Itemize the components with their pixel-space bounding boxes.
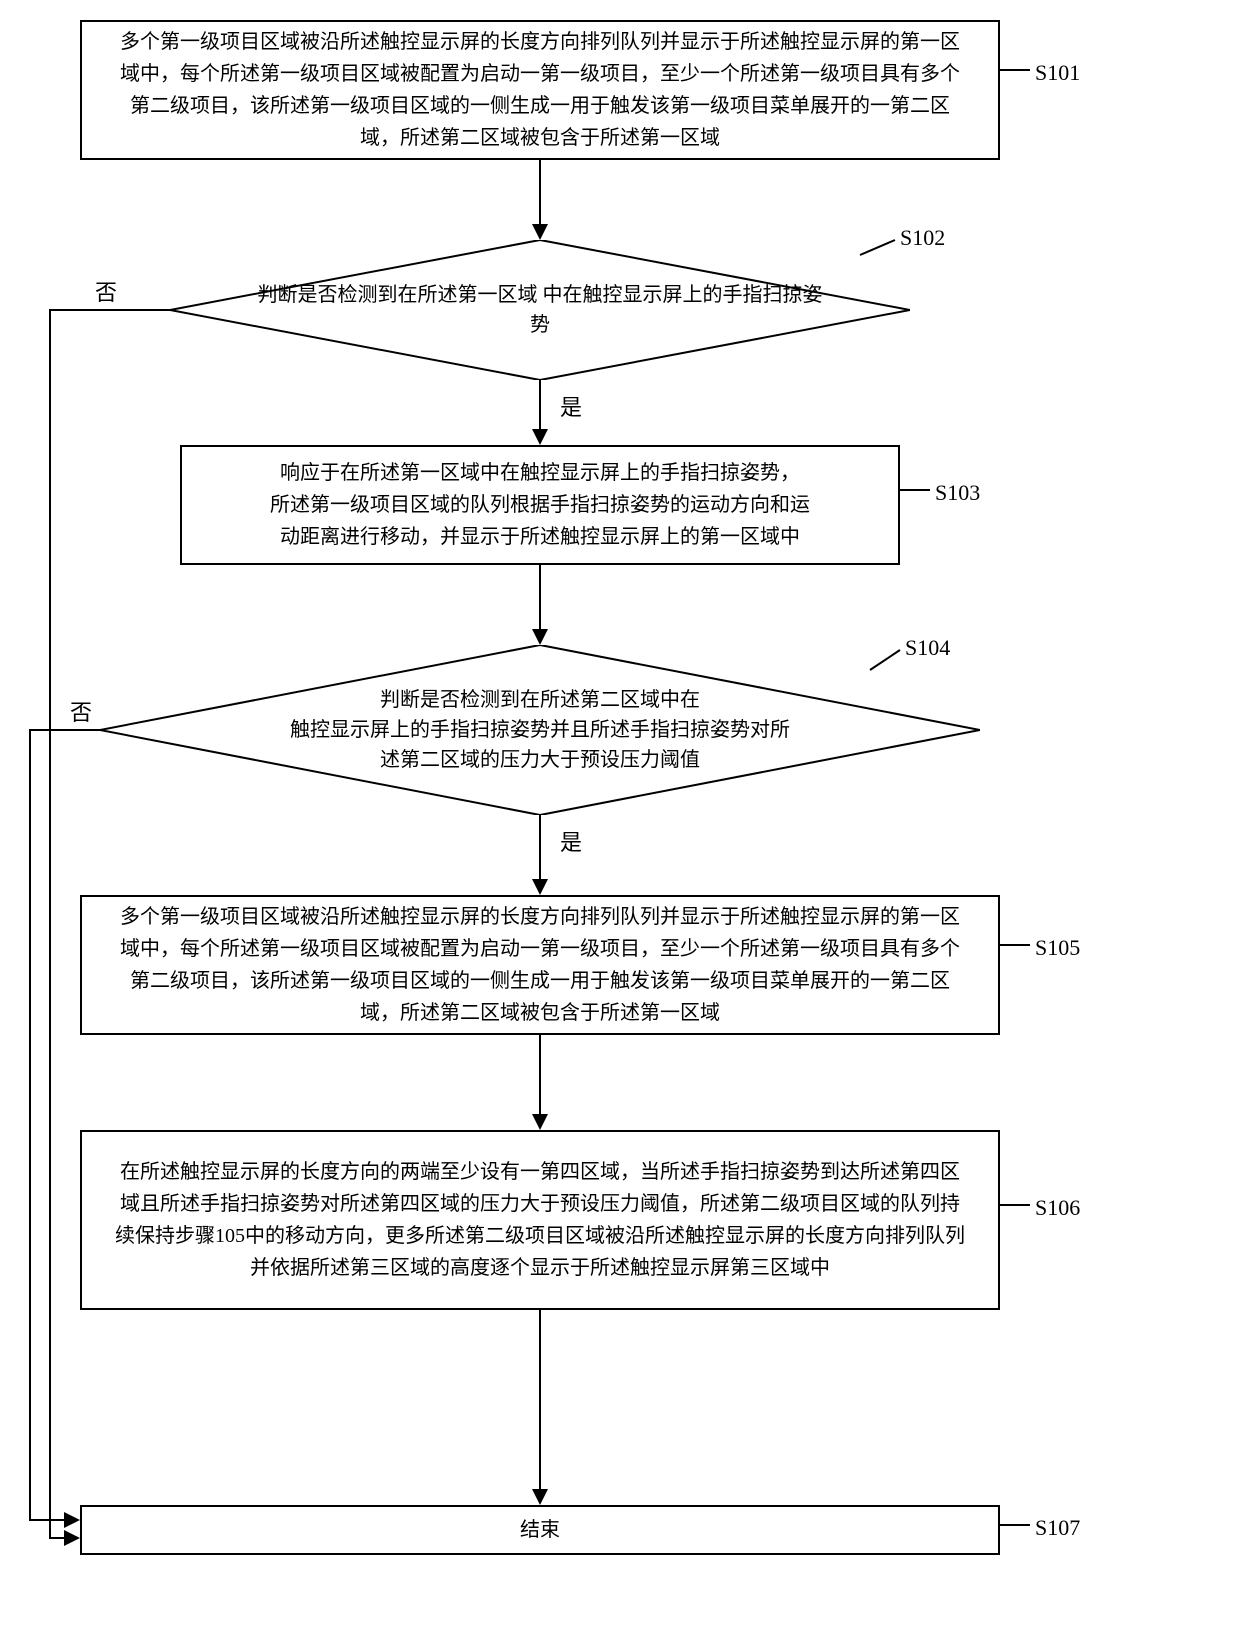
step-s105-text: 多个第一级项目区域被沿所述触控显示屏的长度方向排列队列并显示于所述触控显示屏的第…	[112, 901, 968, 1029]
step-label-s105: S105	[1035, 935, 1080, 961]
step-label-s101: S101	[1035, 60, 1080, 86]
edge-label-s104-yes: 是	[560, 825, 582, 857]
step-s105: 多个第一级项目区域被沿所述触控显示屏的长度方向排列队列并显示于所述触控显示屏的第…	[80, 895, 1000, 1035]
step-label-s102: S102	[900, 225, 945, 251]
step-s102: 判断是否检测到在所述第一区域 中在触控显示屏上的手指扫掠姿势	[170, 240, 910, 380]
step-s103: 响应于在所述第一区域中在触控显示屏上的手指扫掠姿势， 所述第一级项目区域的队列根…	[180, 445, 900, 565]
step-label-s107: S107	[1035, 1515, 1080, 1541]
step-s101-text: 多个第一级项目区域被沿所述触控显示屏的长度方向排列队列并显示于所述触控显示屏的第…	[112, 26, 968, 154]
edge-label-s102-no: 否	[95, 275, 117, 307]
step-s102-text: 判断是否检测到在所述第一区域 中在触控显示屏上的手指扫掠姿势	[170, 240, 910, 380]
step-s101: 多个第一级项目区域被沿所述触控显示屏的长度方向排列队列并显示于所述触控显示屏的第…	[80, 20, 1000, 160]
step-s107-text: 结束	[520, 1514, 560, 1546]
edge-label-s104-no: 否	[70, 695, 92, 727]
edge-label-s102-yes: 是	[560, 390, 582, 422]
step-label-s106: S106	[1035, 1195, 1080, 1221]
step-s104: 判断是否检测到在所述第二区域中在 触控显示屏上的手指扫掠姿势并且所述手指扫掠姿势…	[100, 645, 980, 815]
step-s106-text: 在所述触控显示屏的长度方向的两端至少设有一第四区域，当所述手指扫掠姿势到达所述第…	[112, 1156, 968, 1284]
flowchart-canvas: 多个第一级项目区域被沿所述触控显示屏的长度方向排列队列并显示于所述触控显示屏的第…	[0, 0, 1240, 1649]
step-s107: 结束	[80, 1505, 1000, 1555]
step-label-s104: S104	[905, 635, 950, 661]
step-s103-text: 响应于在所述第一区域中在触控显示屏上的手指扫掠姿势， 所述第一级项目区域的队列根…	[270, 457, 810, 553]
step-label-s103: S103	[935, 480, 980, 506]
step-s106: 在所述触控显示屏的长度方向的两端至少设有一第四区域，当所述手指扫掠姿势到达所述第…	[80, 1130, 1000, 1310]
step-s104-text: 判断是否检测到在所述第二区域中在 触控显示屏上的手指扫掠姿势并且所述手指扫掠姿势…	[100, 645, 980, 815]
